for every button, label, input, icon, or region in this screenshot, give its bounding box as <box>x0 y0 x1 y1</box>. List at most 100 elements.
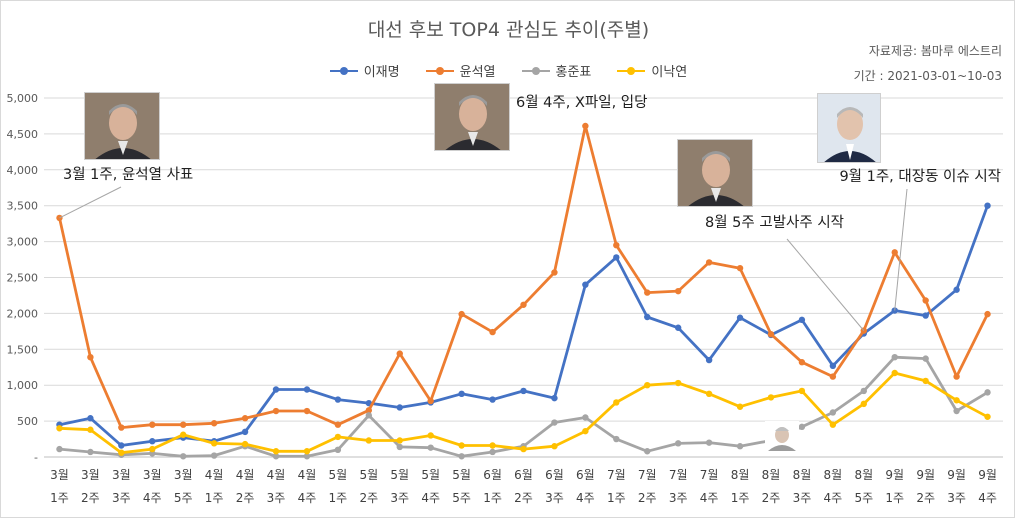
data-point <box>705 259 713 266</box>
data-point <box>520 301 527 308</box>
x-tick-label-month: 3월 <box>50 468 69 482</box>
portrait-icon <box>818 94 880 162</box>
y-tick-label: 1,500 <box>7 343 39 356</box>
data-point <box>180 421 187 428</box>
data-point <box>613 399 620 406</box>
data-point <box>582 427 589 435</box>
data-point <box>767 331 775 338</box>
data-point <box>118 424 125 431</box>
data-point <box>674 379 682 387</box>
data-point <box>891 369 898 377</box>
x-tick-label-week: 4주 <box>978 491 997 505</box>
data-point <box>984 202 991 209</box>
data-point <box>674 324 682 331</box>
data-point <box>736 443 744 450</box>
data-point <box>582 122 589 130</box>
data-point <box>829 421 837 428</box>
data-point <box>56 445 63 453</box>
data-point <box>736 314 744 321</box>
data-point <box>551 394 558 402</box>
x-tick-label-month: 9월 <box>916 468 935 482</box>
x-tick-label-week: 1주 <box>329 491 348 505</box>
candidate-photo-yoon-2 <box>434 83 510 151</box>
legend-item-yoon-seokyoul: 윤석열 <box>425 61 496 80</box>
data-point <box>953 286 960 293</box>
data-point <box>272 386 280 393</box>
data-point <box>922 355 929 362</box>
chart-title: 대선 후보 TOP4 관심도 추이(주별) <box>367 19 650 41</box>
x-tick-label-month: 7월 <box>700 468 719 482</box>
data-point <box>489 448 496 456</box>
candidate-photo-lee <box>817 93 881 163</box>
x-tick-label-month: 4월 <box>205 468 224 482</box>
legend-item-lee-jaemyung: 이재명 <box>329 61 400 80</box>
data-point <box>520 445 527 453</box>
x-tick-label-week: 3주 <box>947 491 966 505</box>
data-point <box>891 249 898 256</box>
x-tick-label-month: 5월 <box>421 468 440 482</box>
annotation-label: 8월 5주 고발사주 시작 <box>705 214 844 231</box>
data-point <box>860 400 867 408</box>
data-point <box>365 407 373 414</box>
x-tick-label-week: 1주 <box>885 491 904 505</box>
data-point <box>210 440 218 447</box>
data-point <box>953 397 960 404</box>
legend-swatch-hong-junpyo <box>521 66 550 75</box>
x-tick-label-week: 4주 <box>700 491 719 505</box>
x-tick-label-month: 8월 <box>854 468 873 482</box>
x-tick-label-month: 3월 <box>81 468 100 482</box>
y-tick-label: 5,000 <box>7 92 39 105</box>
data-point <box>458 310 465 318</box>
data-point <box>396 404 403 411</box>
x-tick-label-month: 6월 <box>545 468 564 482</box>
annotation-label: 3월 1주, 윤석열 사표 <box>63 166 193 183</box>
data-point <box>551 269 558 276</box>
data-point <box>798 316 806 324</box>
data-point <box>489 396 496 403</box>
data-point <box>118 449 125 456</box>
x-tick-label-month: 7월 <box>607 468 626 482</box>
x-tick-label-month: 6월 <box>483 468 502 482</box>
x-tick-label-week: 1주 <box>731 491 750 505</box>
data-point <box>644 313 651 321</box>
data-point <box>396 437 403 444</box>
data-point <box>489 442 496 449</box>
legend-swatch-lee-nakyon <box>617 66 646 75</box>
y-tick-label: 1,000 <box>7 379 39 392</box>
data-point <box>427 444 434 451</box>
candidate-photo-yoon-3 <box>677 139 753 207</box>
data-point <box>458 453 465 460</box>
y-tick-label: 4,000 <box>7 164 39 177</box>
x-tick-label-week: 5주 <box>452 491 471 505</box>
data-point <box>551 419 558 426</box>
x-tick-label-week: 2주 <box>762 491 781 505</box>
x-tick-label-week: 1주 <box>607 491 626 505</box>
data-point <box>56 425 63 432</box>
data-point <box>241 415 249 422</box>
data-point <box>149 421 156 428</box>
legend-item-lee-nakyon: 이낙연 <box>617 61 687 80</box>
x-tick-label-week: 3주 <box>390 491 409 505</box>
period-note: 기간 : 2021-03-01~10-03 <box>853 69 1002 83</box>
data-point <box>798 387 806 395</box>
x-tick-label-week: 2주 <box>359 491 378 505</box>
x-tick-label-month: 8월 <box>762 468 781 482</box>
legend-label: 이재명 <box>363 65 400 80</box>
data-point <box>984 413 991 420</box>
y-tick-label: 3,000 <box>7 236 39 249</box>
x-tick-label-month: 5월 <box>390 468 409 482</box>
data-point <box>829 362 837 370</box>
x-tick-label-week: 3주 <box>793 491 812 505</box>
x-tick-label-month: 9월 <box>885 468 904 482</box>
data-point <box>241 440 249 448</box>
data-point <box>87 448 94 456</box>
axis-layer: - 500 1,000 1,500 2,000 2,500 3,000 3,500 4,000 4… <box>7 92 997 505</box>
x-tick-label-month: 7월 <box>638 468 657 482</box>
data-point <box>334 421 342 428</box>
legend-item-hong-junpyo: 홍준표 <box>521 61 591 80</box>
data-point <box>984 389 991 396</box>
data-point <box>149 445 156 453</box>
x-tick-label-week: 3주 <box>267 491 286 505</box>
